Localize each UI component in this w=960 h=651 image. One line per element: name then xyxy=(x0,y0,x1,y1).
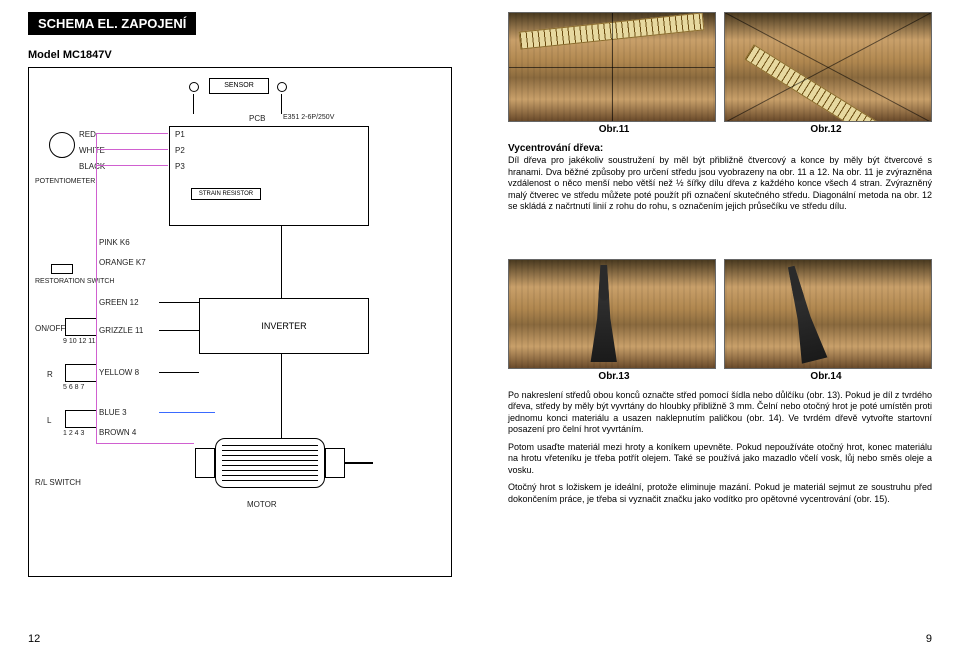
caption-row-1: Obr.11 Obr.12 xyxy=(508,124,932,135)
photo-obr14 xyxy=(724,259,932,369)
p3-label: P3 xyxy=(175,162,185,171)
caption-obr13: Obr.13 xyxy=(508,371,720,382)
orange-label: ORANGE K7 xyxy=(99,258,146,267)
para4: Otočný hrot s ložiskem je ideální, proto… xyxy=(508,482,932,505)
connector-label: E351 2-6P/250V xyxy=(283,114,334,121)
sensor-box: SENSOR xyxy=(209,78,269,94)
potentiometer-symbol xyxy=(49,132,75,158)
para3: Potom usaďte materiál mezi hroty a koník… xyxy=(508,442,932,477)
photo-obr11 xyxy=(508,12,716,122)
photo-obr12 xyxy=(724,12,932,122)
l-conn xyxy=(65,410,97,428)
onoff-conn xyxy=(65,318,97,336)
l-pins: 1 2 4 3 xyxy=(63,430,84,437)
red-label: RED xyxy=(79,130,96,139)
para2: Po nakreslení středů obou konců označte … xyxy=(508,390,932,436)
rl-switch-label: R/L SWITCH xyxy=(35,478,81,487)
header-schema: SCHEMA EL. ZAPOJENÍ xyxy=(28,12,196,35)
black-label: BLACK xyxy=(79,162,105,171)
r-label: R xyxy=(47,370,53,379)
page-number-right: 9 xyxy=(926,633,932,645)
motor-body xyxy=(215,438,325,488)
p1-label: P1 xyxy=(175,130,185,139)
onoff-pins: 9 10 12 11 xyxy=(63,338,96,345)
potentiometer-label: POTENTIOMETER xyxy=(35,178,95,185)
green-label: GREEN 12 xyxy=(99,298,139,307)
motor-endcap-right xyxy=(325,448,345,478)
sensor-conn-left xyxy=(189,82,199,92)
l-label: L xyxy=(47,416,51,425)
p2-label: P2 xyxy=(175,146,185,155)
pcb-label: PCB xyxy=(249,114,265,123)
motor-shaft xyxy=(345,462,373,464)
sensor-conn-right xyxy=(277,82,287,92)
wiring-schematic: SENSOR PCB E351 2-6P/250V P1 P2 P3 RED W… xyxy=(28,67,452,577)
strain-resistor: STRAIN RESISTOR xyxy=(191,188,261,200)
r-pins: 5 6 8 7 xyxy=(63,384,84,391)
white-label: WHITE xyxy=(79,146,105,155)
caption-obr11: Obr.11 xyxy=(508,124,720,135)
left-page: SCHEMA EL. ZAPOJENÍ Model MC1847V SENSOR… xyxy=(0,0,480,651)
photo-row-2 xyxy=(508,259,932,369)
para1: Díl dřeva pro jakékoliv soustružení by m… xyxy=(508,155,932,213)
inverter-box: INVERTER xyxy=(199,298,369,354)
caption-obr14: Obr.14 xyxy=(720,371,932,382)
restoration-switch-symbol xyxy=(51,264,73,274)
caption-row-2: Obr.13 Obr.14 xyxy=(508,371,932,382)
onoff-label: ON/OFF xyxy=(35,324,65,333)
motor-endcap-left xyxy=(195,448,215,478)
restoration-switch-label: RESTORATION SWITCH xyxy=(35,278,114,285)
section1-title: Vycentrování dřeva: xyxy=(508,143,932,154)
grizzle-label: GRIZZLE 11 xyxy=(99,326,143,335)
pink-label: PINK K6 xyxy=(99,238,130,247)
pcb-box xyxy=(169,126,369,226)
motor-label: MOTOR xyxy=(247,500,277,509)
photo-obr13 xyxy=(508,259,716,369)
r-conn xyxy=(65,364,97,382)
model-label: Model MC1847V xyxy=(28,49,452,61)
page-number-left: 12 xyxy=(28,633,40,645)
photo-row-1 xyxy=(508,12,932,122)
yellow-label: YELLOW 8 xyxy=(99,368,139,377)
caption-obr12: Obr.12 xyxy=(720,124,932,135)
brown-label: BROWN 4 xyxy=(99,428,136,437)
right-page: Obr.11 Obr.12 Vycentrování dřeva: Díl dř… xyxy=(480,0,960,651)
blue-label: BLUE 3 xyxy=(99,408,127,417)
